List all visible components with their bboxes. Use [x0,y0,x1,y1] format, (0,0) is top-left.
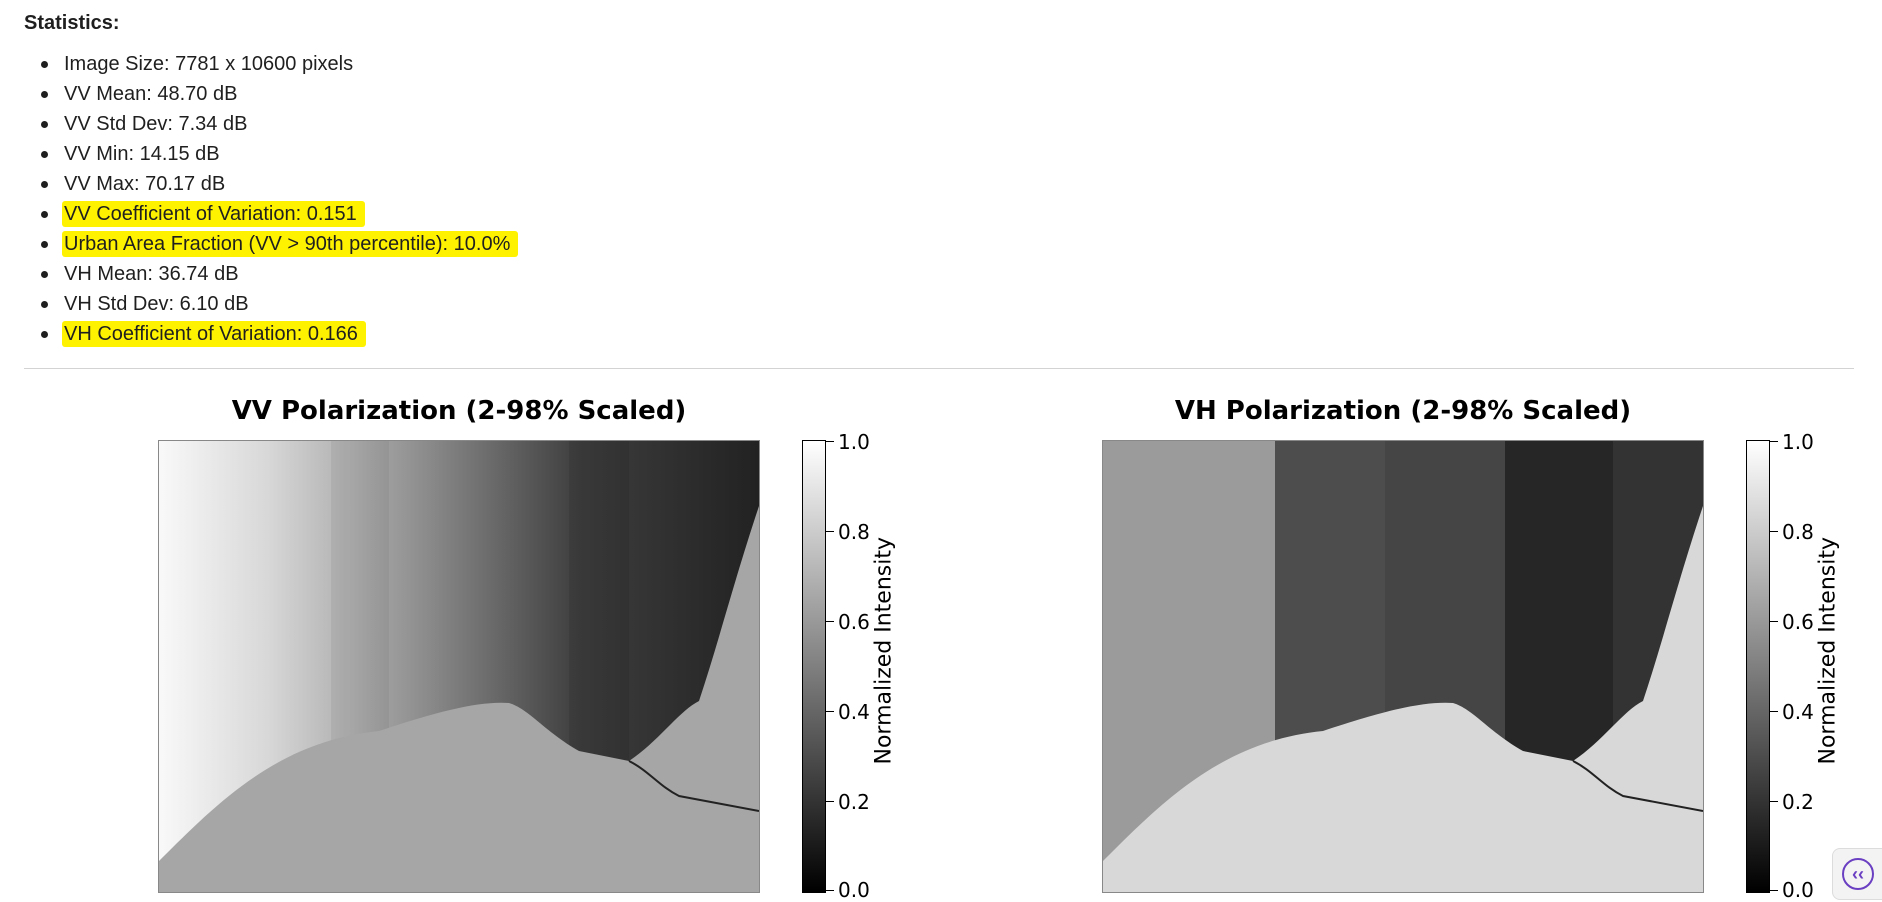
vh-tick-0.4 [1770,711,1778,712]
stat-text-highlighted: Urban Area Fraction (VV > 90th percentil… [62,231,519,257]
stat-text-highlighted: VV Coefficient of Variation: 0.151 [62,201,365,227]
vh-tick-label: 0.8 [1782,520,1814,544]
vv-panel-title: VV Polarization (2-98% Scaled) [231,396,687,426]
vh-colorbar [1746,440,1770,893]
stat-text: VV Mean: 48.70 dB [64,83,238,105]
stat-text: VH Std Dev: 6.10 dB [64,293,249,315]
vv-tick-1.0 [826,441,834,442]
vh-tick-0.8 [1770,531,1778,532]
section-divider [24,368,1854,369]
stat-text: VV Min: 14.15 dB [64,143,220,165]
vh-tick-label: 0.2 [1782,790,1814,814]
stat-text-highlighted: VH Coefficient of Variation: 0.166 [62,321,366,347]
vv-tick-label: 0.0 [838,878,870,902]
vh-tick-label: 0.6 [1782,610,1814,634]
stat-item: VV Coefficient of Variation: 0.151 [24,199,518,229]
stat-item: VV Mean: 48.70 dB [24,79,518,109]
vh-colorbar-label: Normalized Intensity [1815,536,1841,765]
vv-tick-label: 1.0 [838,430,870,454]
statistics-list: Image Size: 7781 x 10600 pixels VV Mean:… [24,49,519,349]
vh-sar-image [1102,440,1704,893]
vh-tick-1.0 [1770,441,1778,442]
vh-tick-label: 0.0 [1782,878,1814,902]
vv-tick-0.8 [826,531,834,532]
stat-item: VH Mean: 36.74 dB [24,259,518,289]
stat-text: VV Max: 70.17 dB [64,173,226,195]
stat-item: VV Min: 14.15 dB [24,139,518,169]
stat-item: VV Std Dev: 7.34 dB [24,109,518,139]
chevrons-left-icon: ‹‹ [1842,858,1874,890]
vv-tick-0.4 [826,711,834,712]
vh-tick-0.2 [1770,801,1778,802]
vh-tick-label: 1.0 [1782,430,1814,454]
vv-colorbar-label: Normalized Intensity [871,536,897,765]
vv-sar-image [158,440,760,893]
vh-tick-0.6 [1770,621,1778,622]
vv-tick-label: 0.2 [838,790,870,814]
statistics-section: Statistics: Image Size: 7781 x 10600 pix… [24,12,519,349]
vv-tick-label: 0.4 [838,700,870,724]
stat-text: VH Mean: 36.74 dB [64,263,239,285]
stat-item: VV Max: 70.17 dB [24,169,518,199]
stat-item: Urban Area Fraction (VV > 90th percentil… [24,229,519,259]
stat-text: Image Size: 7781 x 10600 pixels [64,53,354,75]
vv-tick-0.6 [826,621,834,622]
stat-text: VV Std Dev: 7.34 dB [64,113,248,135]
stat-item: Image Size: 7781 x 10600 pixels [24,49,518,79]
vh-panel-title: VH Polarization (2-98% Scaled) [1174,396,1632,426]
vv-tick-label: 0.6 [838,610,870,634]
vv-tick-label: 0.8 [838,520,870,544]
vh-tick-0.0 [1770,890,1778,891]
vv-tick-0.0 [826,890,834,891]
collapse-sidebar-button[interactable]: ‹‹ [1832,848,1882,900]
statistics-title: Statistics: [24,12,120,34]
stat-item: VH Coefficient of Variation: 0.166 [24,319,518,349]
vv-tick-0.2 [826,801,834,802]
vh-tick-label: 0.4 [1782,700,1814,724]
stat-item: VH Std Dev: 6.10 dB [24,289,518,319]
vv-colorbar [802,440,826,893]
